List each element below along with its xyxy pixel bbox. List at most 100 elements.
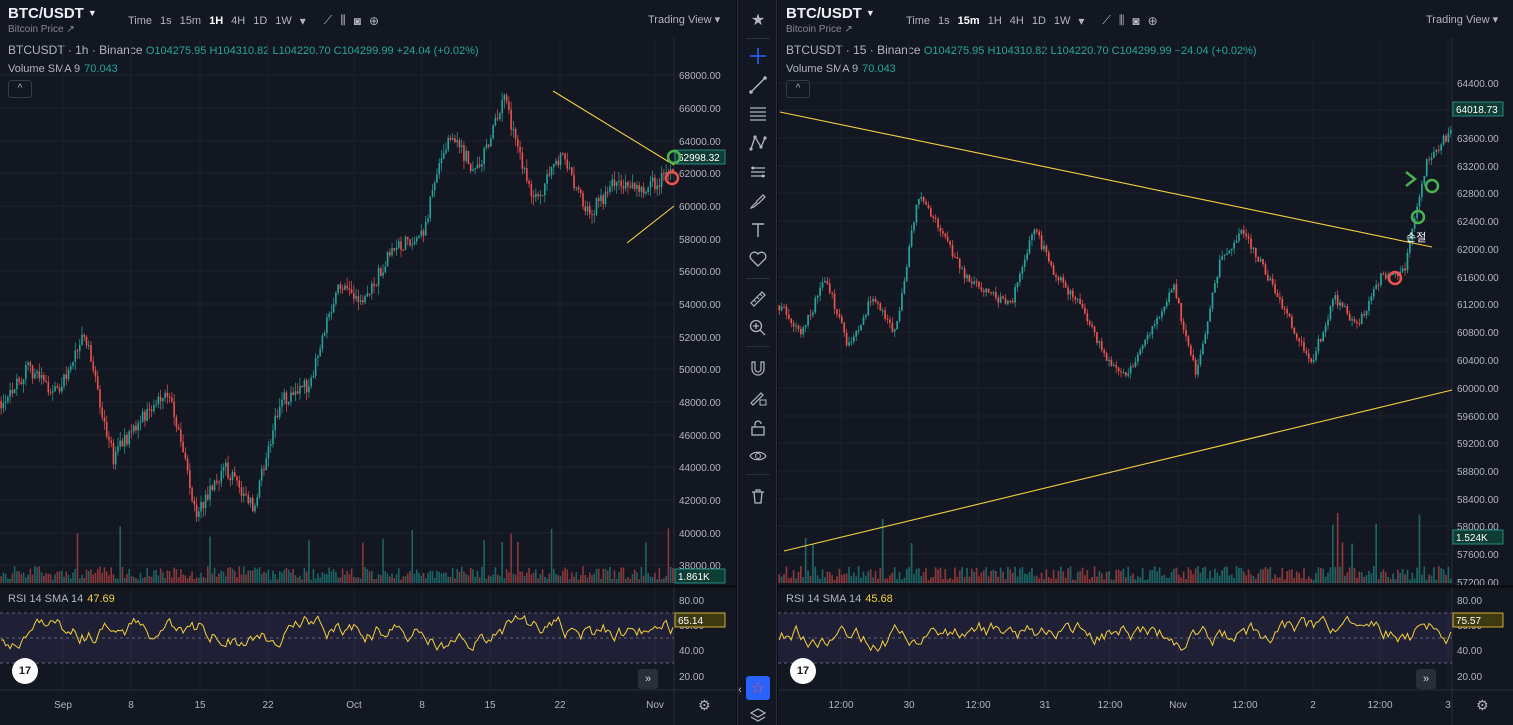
right-tf-time[interactable]: Time	[906, 14, 931, 27]
gear-icon[interactable]: ⚙	[1476, 697, 1489, 713]
right-candle-body	[840, 316, 843, 323]
right-candle-body	[884, 310, 886, 319]
left-tf-1h[interactable]: 1H	[209, 14, 224, 27]
fib-retracement-icon[interactable]	[746, 102, 770, 126]
favorites-star-icon[interactable]: ★	[750, 12, 766, 29]
left-volume-bar	[69, 578, 72, 583]
right-candle-body	[1353, 319, 1356, 322]
left-volume-bar	[611, 578, 614, 583]
ruler-icon[interactable]	[746, 287, 770, 311]
right-symbol-selector[interactable]: BTC/USDT ▼	[786, 5, 875, 22]
favorite-star-icon[interactable]: ☆	[746, 676, 770, 700]
right-tf-1d[interactable]: 1D	[1031, 14, 1046, 27]
text-tool-icon[interactable]	[746, 218, 770, 242]
right-candle-body	[1153, 324, 1156, 326]
left-candle-body	[31, 365, 34, 379]
right-symbol-subtitle[interactable]: Bitcoin Price ↗	[786, 24, 853, 35]
eye-icon[interactable]	[746, 444, 770, 468]
right-tf-4h[interactable]: 4H	[1009, 14, 1024, 27]
right-volume-bar	[1221, 570, 1223, 583]
lock-drawing-icon[interactable]	[746, 386, 770, 410]
left-tf-15m[interactable]: 15m	[179, 14, 202, 27]
scroll-to-latest-icon[interactable]: »	[638, 669, 658, 689]
lock-icon[interactable]	[746, 416, 770, 440]
right-tf-1w[interactable]: 1W	[1053, 14, 1071, 27]
left-collapse-legend-button[interactable]: ^	[8, 80, 32, 98]
right-volume-bar	[889, 575, 891, 583]
chevron-down-icon[interactable]: ▾	[1078, 13, 1085, 28]
right-volume-bar	[886, 578, 889, 583]
indicator-chart-icon[interactable]: ⟋	[323, 13, 333, 27]
camera-icon[interactable]: ◙	[1132, 13, 1140, 28]
left-volume-bar	[557, 575, 560, 583]
right-candle-body	[946, 236, 949, 241]
left-volume-bar	[85, 569, 88, 583]
trash-icon[interactable]	[746, 484, 770, 508]
right-candle-body	[1274, 283, 1276, 294]
right-rsi-tick-label: 40.00	[1457, 646, 1482, 657]
trendline-icon[interactable]	[746, 73, 770, 97]
tradingview-logo[interactable]: 17	[790, 658, 816, 684]
left-tradingview-link[interactable]: Trading View ▾	[648, 14, 721, 26]
right-candle-body	[1257, 257, 1260, 262]
left-chart-pane[interactable]: BTC/USDT ▼ Bitcoin Price ↗ Time 1s 15m 1H…	[0, 0, 736, 725]
left-tf-1w[interactable]: 1W	[275, 14, 292, 27]
right-tradingview-link[interactable]: Trading View ▾	[1426, 14, 1499, 26]
scroll-to-latest-icon[interactable]: »	[1416, 669, 1436, 689]
camera-icon[interactable]: ◙	[353, 13, 361, 28]
left-volume-bar	[281, 572, 283, 583]
left-time-tick-label: Oct	[346, 700, 362, 711]
left-volume-bar	[335, 572, 337, 583]
indicator-chart-icon[interactable]: ⟋	[1102, 13, 1111, 27]
candles-icon[interactable]: ⫼	[340, 13, 346, 27]
right-tf-15m[interactable]: 15m	[957, 14, 980, 27]
left-candle-body	[290, 392, 292, 402]
left-volume-bar	[168, 570, 171, 583]
left-symbol-subtitle[interactable]: Bitcoin Price ↗	[8, 24, 75, 35]
left-candle-body	[233, 471, 236, 477]
left-price-tick-label: 54000.00	[679, 300, 721, 311]
left-tf-1d[interactable]: 1D	[253, 14, 268, 27]
left-volume-bar	[34, 566, 36, 583]
collapse-toolbar-icon[interactable]: ‹	[738, 684, 742, 696]
pattern-tool-icon[interactable]	[746, 131, 770, 155]
brush-icon[interactable]	[746, 189, 770, 213]
right-candle-body	[1139, 349, 1142, 355]
right-price-chart[interactable]: 64400.0064000.0063600.0063200.0062800.00…	[778, 0, 1513, 725]
layers-icon[interactable]	[746, 704, 770, 725]
left-volume-bar	[87, 571, 90, 583]
right-volume-bar	[1351, 543, 1353, 583]
left-tf-1s[interactable]: 1s	[160, 14, 172, 27]
left-candle-body	[562, 153, 564, 155]
zoom-in-icon[interactable]	[746, 316, 770, 340]
left-price-chart[interactable]: 68000.00 66000.00 64000.00 62000.00 60000.00…	[0, 0, 736, 725]
add-icon[interactable]: ⊕	[368, 13, 380, 28]
left-volume-bar	[204, 577, 207, 583]
candles-icon[interactable]: ⫼	[1118, 13, 1125, 27]
left-volume-bar	[458, 571, 461, 583]
right-volume-bar	[795, 578, 797, 583]
chevron-down-icon[interactable]: ▾	[299, 13, 306, 28]
right-candle-body	[1322, 332, 1325, 342]
left-symbol-selector[interactable]: BTC/USDT ▼	[8, 5, 97, 22]
right-volume-bars	[778, 513, 1452, 583]
right-collapse-legend-button[interactable]: ^	[786, 80, 810, 98]
left-tf-time[interactable]: Time	[128, 14, 153, 27]
left-tf-4h[interactable]: 4H	[231, 14, 246, 27]
right-tf-1h[interactable]: 1H	[987, 14, 1002, 27]
tradingview-logo[interactable]: 17	[12, 658, 38, 684]
forecast-tool-icon[interactable]	[746, 160, 770, 184]
magnet-icon[interactable]	[746, 356, 770, 380]
heart-icon[interactable]	[746, 247, 770, 271]
gear-icon[interactable]: ⚙	[698, 697, 711, 713]
add-icon[interactable]: ⊕	[1147, 13, 1158, 28]
right-volume-bar	[1346, 572, 1349, 583]
right-volume-bar	[845, 573, 848, 583]
right-tf-1s[interactable]: 1s	[938, 14, 950, 27]
left-candle-body	[189, 470, 191, 489]
right-candle-body	[1149, 334, 1151, 336]
right-chart-pane[interactable]: BTC/USDT ▼ Bitcoin Price ↗ Time 1s 15m 1H…	[778, 0, 1513, 725]
right-price-tick-label: 59200.00	[1457, 439, 1499, 450]
left-volume-bar	[321, 572, 324, 583]
crosshair-icon[interactable]	[746, 44, 770, 68]
